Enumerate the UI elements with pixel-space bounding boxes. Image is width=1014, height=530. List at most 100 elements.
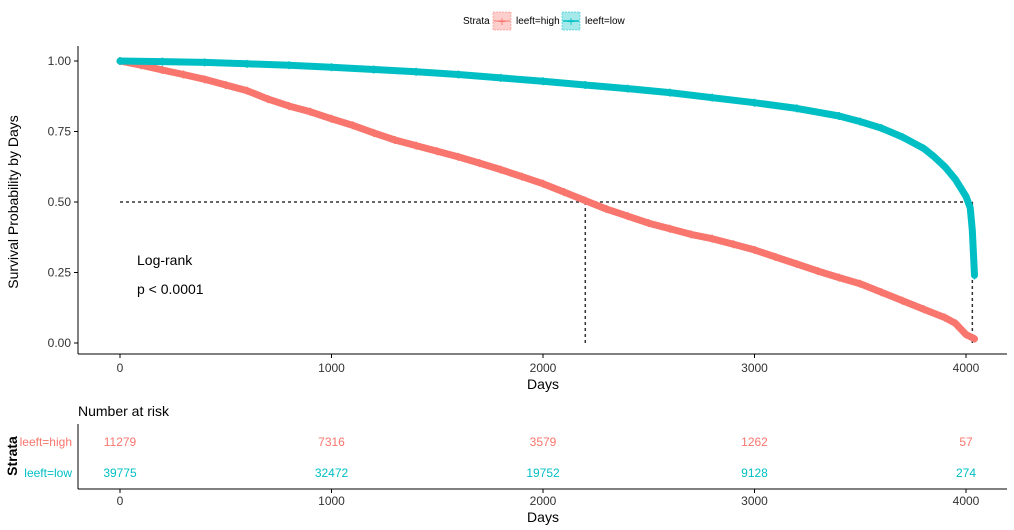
censor-mark: [952, 319, 959, 328]
risk-x-tick-group: 0 1000 2000 3000 4000: [117, 489, 980, 508]
censor-mark: [413, 141, 420, 150]
y-tick-label: 0.75: [48, 125, 72, 139]
legend-plus-high: +: [497, 15, 506, 28]
risk-cell: 57: [959, 435, 973, 449]
censor-mark: [286, 102, 293, 111]
y-axis-title: Survival Probability by Days: [5, 115, 21, 289]
risk-x-tick-label: 0: [117, 494, 124, 508]
censor-mark: [201, 75, 208, 84]
censor-mark: [666, 88, 673, 97]
censor-mark: [709, 234, 716, 243]
y-tick-label: 0.00: [48, 336, 72, 350]
censor-mark: [899, 133, 906, 142]
x-tick-group: 0 1000 2000 3000 4000: [117, 354, 980, 375]
risk-table-title: Number at risk: [78, 403, 170, 419]
censor-mark: [963, 330, 969, 339]
risk-x-tick-label: 1000: [318, 494, 345, 508]
censor-mark: [814, 267, 821, 276]
censor-mark: [497, 165, 504, 174]
censor-mark: [349, 121, 356, 130]
censor-mark: [645, 219, 652, 228]
legend-item-low: + leeft=low: [561, 11, 626, 31]
y-tick-label: 0.50: [48, 195, 72, 209]
censor-mark: [931, 152, 938, 161]
risk-y-axis-title: Strata: [4, 436, 20, 476]
survival-curves: [116, 57, 978, 343]
censor-mark: [497, 73, 504, 82]
legend-label-high: leeft=high: [516, 16, 560, 27]
risk-cell: 3579: [530, 435, 557, 449]
censor-mark: [159, 57, 166, 66]
risk-row-label: leeft=high: [20, 435, 72, 449]
censor-mark: [836, 111, 843, 120]
x-tick-label: 1000: [318, 361, 345, 375]
risk-row-label: leeft=low: [24, 466, 72, 480]
censor-mark: [624, 84, 631, 93]
censor-mark: [688, 230, 695, 239]
censor-mark: [286, 61, 293, 70]
risk-cell: 19752: [526, 466, 560, 480]
censor-mark: [518, 172, 525, 181]
censor-mark: [201, 58, 208, 67]
plot-area: 0.00 0.25 0.50 0.75 1.00 0 1000 2000 3000 4000 L…: [5, 46, 1007, 392]
censor-mark: [969, 226, 976, 235]
risk-cell: 274: [956, 466, 976, 480]
risk-row-labels: leeft=high leeft=low: [20, 435, 73, 480]
censor-mark: [265, 95, 272, 104]
censor-mark: [582, 196, 589, 205]
risk-cell: 7316: [318, 435, 345, 449]
x-axis-title: Days: [527, 376, 559, 392]
x-tick-label: 3000: [741, 361, 768, 375]
censor-mark: [751, 98, 758, 107]
censor-mark: [180, 70, 187, 79]
legend-label-low: leeft=low: [585, 16, 626, 27]
censor-mark: [971, 334, 978, 343]
censor-mark: [624, 212, 631, 221]
censor-mark: [243, 86, 250, 95]
censor-mark: [971, 271, 978, 280]
risk-x-tick-label: 4000: [953, 494, 980, 508]
censor-mark: [878, 288, 885, 297]
censor-mark: [540, 77, 546, 86]
risk-cell: 9128: [741, 466, 768, 480]
censor-mark: [328, 114, 335, 123]
censor-mark: [857, 279, 864, 288]
censor-mark: [370, 65, 377, 74]
risk-x-tick-label: 3000: [741, 494, 768, 508]
annotation-log-rank: Log-rank: [137, 252, 193, 268]
x-tick-label: 2000: [530, 361, 557, 375]
censor-mark: [793, 260, 800, 269]
censor-mark: [328, 63, 335, 72]
censor-mark: [455, 152, 462, 161]
censor-mark: [455, 70, 462, 79]
legend: Strata + leeft=high + leeft=low: [463, 11, 626, 31]
censor-mark: [920, 305, 927, 314]
censor-mark: [413, 67, 420, 76]
legend-plus-low: +: [566, 15, 575, 28]
censor-mark: [391, 135, 398, 144]
y-tick-group: 0.00 0.25 0.50 0.75 1.00: [48, 54, 78, 350]
y-tick-label: 1.00: [48, 54, 72, 68]
censor-mark: [243, 59, 250, 68]
censor-mark: [920, 144, 927, 153]
annotation-p-value: p < 0.0001: [137, 281, 204, 297]
censor-mark: [561, 188, 568, 197]
censor-mark: [117, 57, 123, 65]
risk-x-tick-label: 2000: [530, 494, 557, 508]
censor-mark: [836, 273, 843, 282]
censor-mark: [963, 192, 969, 201]
censor-mark: [222, 80, 229, 89]
x-tick-label: 4000: [953, 361, 980, 375]
risk-x-axis-title: Days: [527, 509, 559, 525]
median-lines: [120, 201, 974, 343]
censor-mark: [159, 66, 166, 75]
censor-mark: [857, 117, 864, 126]
y-tick-label: 0.25: [48, 266, 72, 280]
censor-mark: [603, 205, 610, 214]
legend-title: Strata: [463, 16, 490, 27]
risk-cell: 32472: [315, 466, 349, 480]
censor-mark: [666, 224, 673, 233]
censor-mark: [967, 203, 974, 212]
censor-mark: [582, 80, 589, 89]
